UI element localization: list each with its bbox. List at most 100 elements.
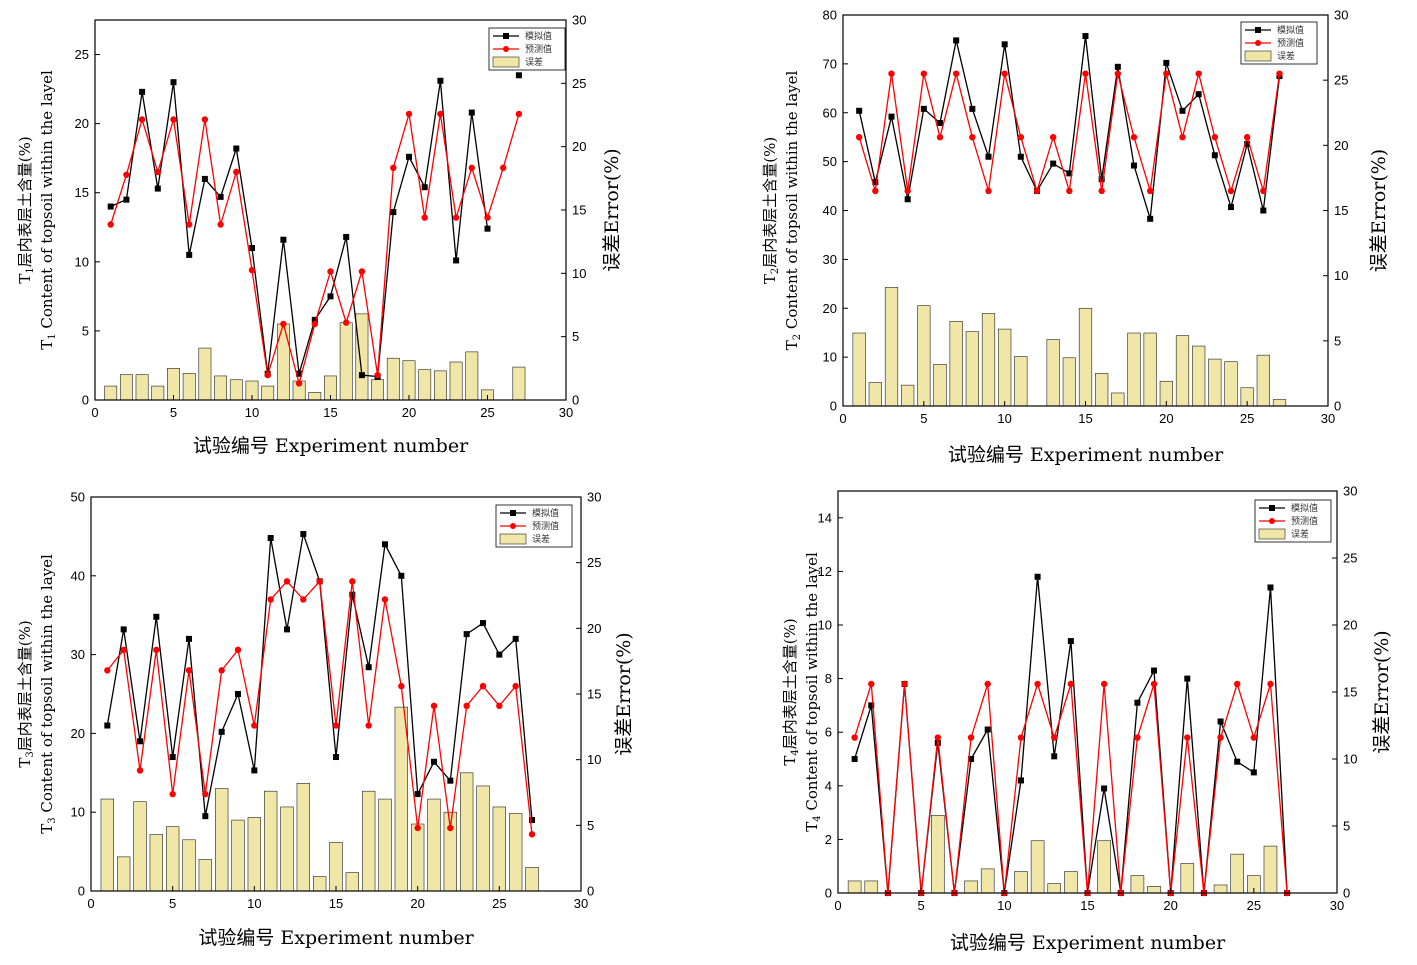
simulated-point xyxy=(985,153,992,160)
x-tick-label: 30 xyxy=(1330,898,1344,913)
predicted-point xyxy=(500,164,507,172)
simulated-point xyxy=(872,179,879,186)
predicted-point xyxy=(463,702,470,710)
predicted-point xyxy=(855,133,863,141)
simulated-point xyxy=(1066,170,1073,177)
simulated-point xyxy=(421,184,428,191)
y-tick-label: 20 xyxy=(71,726,85,741)
predicted-point xyxy=(430,702,438,710)
predicted-point xyxy=(1267,680,1274,688)
y2-tick-label: 20 xyxy=(1343,618,1357,633)
simulated-point xyxy=(851,756,858,762)
simulated-point xyxy=(267,534,274,541)
y-tick-label: 15 xyxy=(75,185,89,200)
simulated-point xyxy=(468,109,475,116)
simulated-point xyxy=(365,664,372,671)
y-tick-label: 10 xyxy=(823,350,837,365)
error-bar xyxy=(980,868,995,894)
x-tick-label: 20 xyxy=(410,896,424,911)
simulated-point xyxy=(235,691,241,697)
legend-label: 预测值 xyxy=(1277,37,1304,49)
simulated-point xyxy=(218,728,225,735)
y-tick-label: 20 xyxy=(823,301,837,316)
simulated-point xyxy=(484,225,491,232)
plot-frame xyxy=(90,496,582,892)
simulated-point xyxy=(186,635,192,642)
predicted-point xyxy=(1066,187,1073,195)
y2-tick-label: 25 xyxy=(572,76,586,91)
error-bar xyxy=(1143,332,1157,407)
error-bar xyxy=(165,826,180,892)
error-bar xyxy=(868,382,882,407)
predicted-point xyxy=(1033,187,1041,195)
x-tick-label: 10 xyxy=(997,411,1011,426)
predicted-point xyxy=(251,722,258,729)
x-tick-label: 25 xyxy=(480,405,494,420)
y2-tick-label: 25 xyxy=(587,555,601,570)
simulated-point xyxy=(107,203,114,210)
simulated-point xyxy=(1017,777,1024,784)
x-tick-label: 10 xyxy=(247,896,261,911)
panel-4: 0 5 10 15 20 25 3002468101214051015202530试验编号 … xyxy=(781,484,1393,955)
error-bar xyxy=(182,373,196,401)
simulated-point xyxy=(186,251,193,258)
simulated-point xyxy=(1147,215,1154,222)
legend-label: 预测值 xyxy=(1291,515,1318,527)
simulated-point xyxy=(447,777,454,784)
error-bar xyxy=(198,859,213,892)
error-bar xyxy=(884,287,899,407)
simulated-point xyxy=(300,531,307,538)
simulated-point xyxy=(904,196,911,203)
y2-tick-label: 20 xyxy=(1334,138,1348,153)
error-bar xyxy=(1095,373,1109,407)
predicted-point xyxy=(217,221,224,228)
error-bar xyxy=(261,385,275,401)
error-bar xyxy=(933,363,947,407)
predicted-point xyxy=(280,320,287,328)
simulated-point xyxy=(937,120,943,127)
simulated-point xyxy=(284,626,290,633)
simulated-point xyxy=(1244,141,1251,148)
predicted-point xyxy=(185,667,193,674)
x-tick-label: 5 xyxy=(169,896,176,911)
predicted-point xyxy=(1134,734,1141,741)
predicted-point xyxy=(1150,680,1158,688)
error-bar xyxy=(312,876,327,892)
predicted-point xyxy=(1163,70,1170,77)
error-bar xyxy=(133,801,147,892)
legend-marker-square xyxy=(503,33,509,39)
x-tick-label: 25 xyxy=(1247,898,1261,913)
simulated-point xyxy=(888,113,895,120)
y-tick-label: 40 xyxy=(823,203,837,218)
legend-label: 误差 xyxy=(532,533,550,545)
y2-tick-label: 20 xyxy=(587,621,601,636)
x-axis-label: 试验编号 Experiment number xyxy=(948,444,1224,466)
simulated-point xyxy=(311,316,318,323)
error-bar xyxy=(1272,399,1287,407)
x-tick-label: 0 xyxy=(839,411,846,426)
simulated-point xyxy=(1250,769,1257,776)
error-bar xyxy=(119,374,133,401)
predicted-point xyxy=(496,702,503,710)
simulated-point xyxy=(1034,573,1041,580)
error-bar xyxy=(847,880,862,894)
error-bar xyxy=(214,788,229,892)
error-bar xyxy=(433,370,447,401)
error-bar xyxy=(1046,339,1060,407)
simulated-point xyxy=(969,105,976,112)
y-tick-label: 10 xyxy=(818,618,832,633)
predicted-point xyxy=(952,70,960,77)
error-bar xyxy=(1097,840,1111,894)
predicted-point xyxy=(1217,734,1224,741)
x-axis-label: 试验编号 Experiment number xyxy=(198,927,474,949)
predicted-point xyxy=(967,734,975,741)
simulated-point xyxy=(153,613,160,620)
error-bar xyxy=(901,384,915,407)
error-bar xyxy=(355,313,369,401)
legend-swatch-error xyxy=(1244,50,1272,62)
predicted-point xyxy=(107,221,114,228)
legend-label: 模拟值 xyxy=(532,507,559,519)
